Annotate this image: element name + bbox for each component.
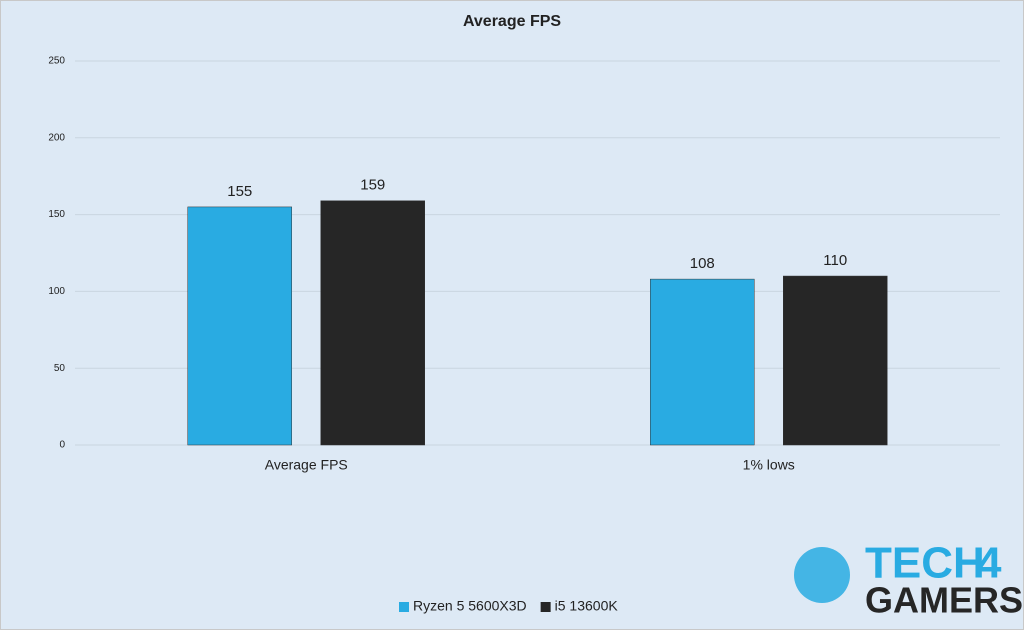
data-label: 155 xyxy=(227,183,252,200)
logo-text: 4 xyxy=(977,539,1002,588)
legend-label: i5 13600K xyxy=(555,598,619,614)
logo-text: TECH xyxy=(865,539,985,588)
x-tick-label: Average FPS xyxy=(265,457,348,473)
data-label: 110 xyxy=(823,252,847,269)
y-tick-label: 150 xyxy=(48,209,65,220)
bar xyxy=(650,278,755,446)
y-tick-label: 50 xyxy=(54,363,66,374)
legend-swatch xyxy=(399,602,409,612)
data-label: 159 xyxy=(360,177,385,194)
bar xyxy=(320,200,425,446)
data-label: 108 xyxy=(690,255,715,272)
legend-label: Ryzen 5 5600X3D xyxy=(413,598,527,614)
watermark: TECH 4 GAMERS xyxy=(794,539,1023,621)
bar xyxy=(187,206,292,446)
x-tick-label: 1% lows xyxy=(743,457,795,473)
y-tick-label: 100 xyxy=(48,286,65,297)
chart-title: Average FPS xyxy=(463,13,561,30)
logo-text: GAMERS xyxy=(865,580,1023,621)
legend-swatch xyxy=(540,602,551,612)
bar xyxy=(783,275,888,446)
y-tick-label: 200 xyxy=(48,132,65,143)
y-tick-label: 0 xyxy=(59,440,65,451)
logo-mascot xyxy=(794,547,850,603)
y-tick-label: 250 xyxy=(48,56,65,67)
